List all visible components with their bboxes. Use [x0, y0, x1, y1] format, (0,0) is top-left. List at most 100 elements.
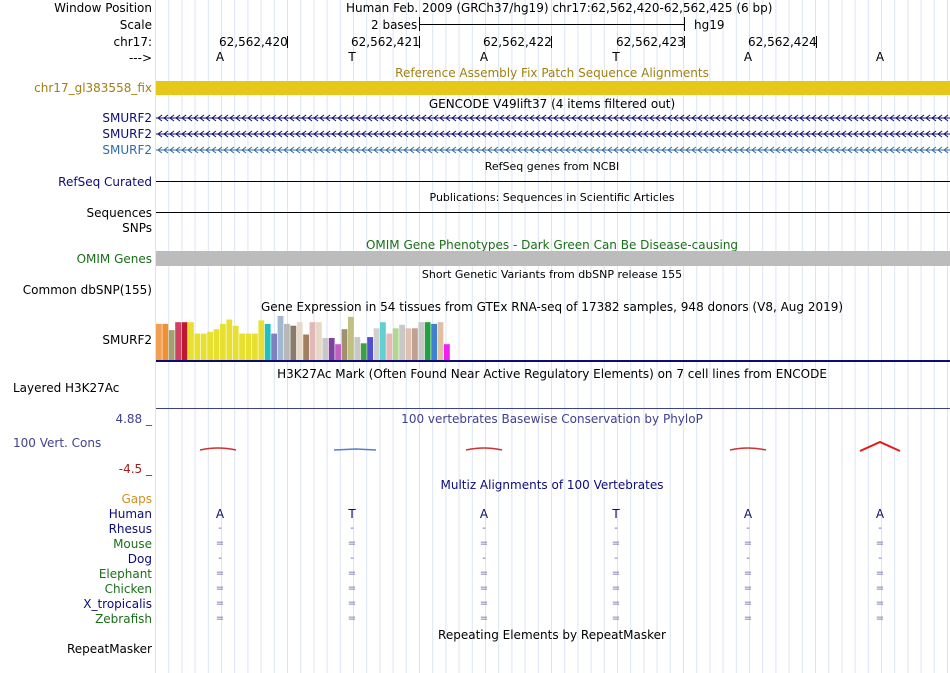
gtex-bar	[431, 323, 437, 360]
position-label: 62,562,422	[483, 35, 552, 49]
species-label-rhesus[interactable]: Rhesus	[108, 522, 152, 536]
position-label: 62,562,423	[616, 35, 685, 49]
alignment-cell: =	[875, 613, 885, 624]
alignment-cell: =	[479, 568, 489, 579]
position-label: 62,562,424	[748, 35, 817, 49]
gtex-title: Gene Expression in 54 tissues from GTEx …	[260, 300, 844, 314]
gencode-label-3[interactable]: SMURF2	[102, 143, 152, 157]
species-label-mouse[interactable]: Mouse	[113, 537, 152, 551]
position-tick	[551, 36, 552, 48]
alignment-cell: =	[743, 568, 753, 579]
omim-bar[interactable]	[156, 251, 950, 266]
refseq-label[interactable]: RefSeq Curated	[58, 175, 152, 189]
strand-label: --->	[128, 51, 152, 65]
gtex-barchart[interactable]	[156, 314, 536, 360]
alignment-cell: =	[875, 583, 885, 594]
species-label-elephant[interactable]: Elephant	[98, 567, 152, 581]
conservation-title: 100 vertebrates Basewise Conservation by…	[401, 412, 703, 426]
base-letter: A	[875, 50, 885, 64]
scale-bar	[419, 17, 685, 31]
gtex-bar	[322, 338, 329, 360]
alignment-cell: =	[215, 538, 225, 549]
alignment-cell: =	[875, 598, 885, 609]
gtex-bar	[360, 343, 367, 360]
alignment-cell: -	[218, 553, 222, 564]
gtex-label[interactable]: SMURF2	[102, 333, 152, 347]
alignment-cell: =	[875, 568, 885, 579]
repeatmasker-label[interactable]: RepeatMasker	[66, 642, 152, 656]
h3k27ac-label[interactable]: Layered H3K27Ac	[13, 381, 120, 395]
gtex-bar	[380, 322, 386, 360]
species-label-dog[interactable]: Dog	[127, 552, 152, 566]
gtex-bar	[335, 344, 341, 360]
alignment-cell: A	[743, 507, 753, 521]
alignment-cell: =	[347, 538, 357, 549]
publications-label[interactable]: Sequences	[86, 206, 152, 220]
gtex-bar	[316, 322, 322, 360]
gtex-bar	[296, 322, 303, 360]
fix-patch-label[interactable]: chr17_gl383558_fix	[34, 81, 152, 95]
alignment-cell: =	[743, 598, 753, 609]
gtex-bar	[162, 323, 169, 360]
h3k27ac-baseline	[156, 408, 950, 409]
refseq-line[interactable]	[156, 181, 950, 182]
position-label: 62,562,421	[351, 35, 420, 49]
gtex-bar	[252, 333, 258, 360]
position-tick	[287, 36, 288, 48]
conservation-max: 4.88 _	[115, 412, 152, 426]
scale-db: hg19	[694, 18, 725, 32]
publications-title: Publications: Sequences in Scientific Ar…	[429, 191, 675, 204]
gtex-bar	[399, 324, 405, 360]
alignment-cell: =	[743, 583, 753, 594]
gtex-bar	[392, 328, 399, 360]
alignment-cell: =	[611, 568, 621, 579]
dbsnp-label[interactable]: Common dbSNP(155)	[22, 283, 152, 297]
publications-line[interactable]	[156, 212, 950, 213]
gtex-bar	[245, 333, 252, 360]
gtex-bar	[348, 316, 354, 360]
alignment-cell: -	[482, 523, 486, 534]
window-position-label: Window Position	[54, 1, 152, 15]
alignment-cell: =	[347, 583, 357, 594]
alignment-cell: =	[611, 598, 621, 609]
gtex-bar	[309, 322, 316, 360]
alignment-cell: -	[614, 523, 618, 534]
gtex-bar	[424, 322, 431, 360]
gtex-bar	[290, 325, 297, 360]
h3k27ac-title: H3K27Ac Mark (Often Found Near Active Re…	[277, 367, 827, 381]
omim-label[interactable]: OMIM Genes	[76, 252, 152, 266]
gtex-bar	[200, 333, 207, 360]
alignment-cell: =	[479, 613, 489, 624]
species-label-human[interactable]: Human	[108, 507, 152, 521]
fix-patch-bar[interactable]	[156, 81, 950, 95]
base-letter: A	[215, 50, 225, 64]
gtex-bar	[367, 337, 373, 360]
species-label-chicken[interactable]: Chicken	[104, 582, 152, 596]
alignment-cell: =	[875, 538, 885, 549]
scale-label: Scale	[119, 18, 152, 32]
chrom-label: chr17:	[113, 35, 152, 49]
alignment-cell: A	[875, 507, 885, 521]
alignment-cell: =	[743, 613, 753, 624]
gencode-gene-models[interactable]	[156, 112, 950, 156]
conservation-graph[interactable]	[156, 436, 950, 456]
conservation-label[interactable]: 100 Vert. Cons	[13, 436, 102, 450]
base-letter: T	[348, 50, 356, 64]
alignment-cell: A	[479, 507, 489, 521]
species-label-zebrafish[interactable]: Zebrafish	[95, 612, 152, 626]
gtex-bar	[341, 329, 348, 360]
gtex-bar	[277, 316, 284, 360]
species-label-x_tropicalis[interactable]: X_tropicalis	[83, 597, 152, 611]
gtex-bar	[175, 322, 181, 360]
gtex-bar	[405, 328, 412, 360]
gencode-label-2[interactable]: SMURF2	[102, 127, 152, 141]
alignment-cell: =	[479, 538, 489, 549]
alignment-cell: =	[215, 568, 225, 579]
gtex-bar	[264, 323, 271, 360]
alignment-cell: =	[479, 598, 489, 609]
alignment-cell: =	[479, 583, 489, 594]
alignment-cell: =	[215, 613, 225, 624]
alignment-cell: =	[611, 613, 621, 624]
gtex-bar	[386, 333, 393, 360]
gencode-label-1[interactable]: SMURF2	[102, 111, 152, 125]
